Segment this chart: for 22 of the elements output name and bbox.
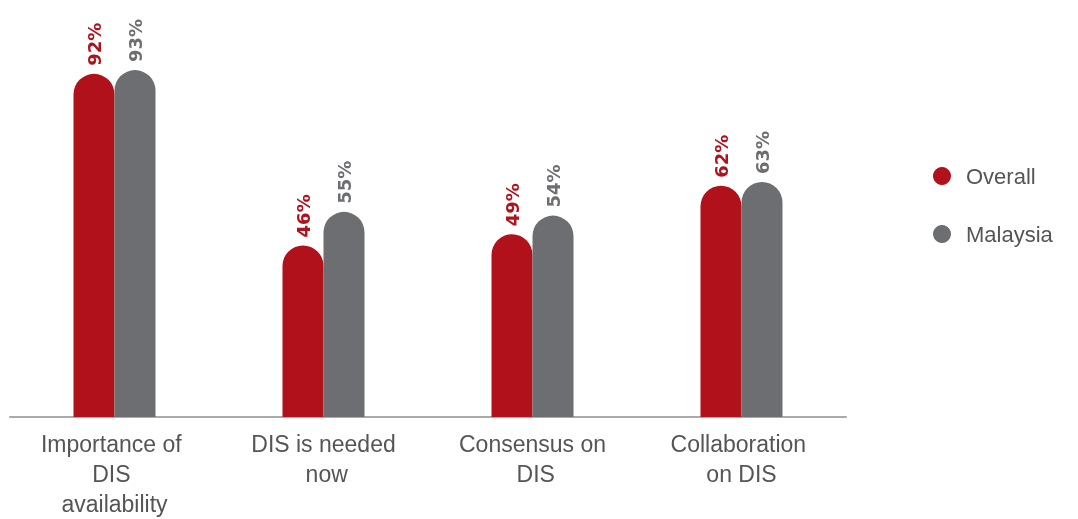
data-label: 46%	[292, 194, 314, 238]
legend-label: Malaysia	[966, 221, 1054, 247]
x-tick-label: DIS is needed now	[251, 431, 396, 487]
bar	[73, 73, 115, 417]
legend-label: Overall	[966, 163, 1036, 189]
x-tick-label: Consensus on DIS	[458, 431, 607, 487]
bar	[532, 215, 574, 417]
bar	[741, 182, 783, 417]
bar	[282, 245, 324, 417]
x-tick-label: Importance of DIS availability	[40, 431, 189, 517]
bar	[323, 211, 365, 417]
bar	[114, 70, 156, 417]
data-label: 93%	[124, 19, 146, 63]
x-tick-label: Collaboration on DIS	[670, 431, 813, 487]
data-label: 54%	[542, 164, 564, 208]
data-label: 55%	[333, 160, 355, 204]
bar	[700, 185, 742, 417]
data-label: 63%	[751, 130, 773, 175]
bar	[491, 234, 533, 417]
data-label: 49%	[501, 183, 523, 227]
data-label: 92%	[83, 22, 105, 66]
data-label: 62%	[710, 134, 732, 178]
